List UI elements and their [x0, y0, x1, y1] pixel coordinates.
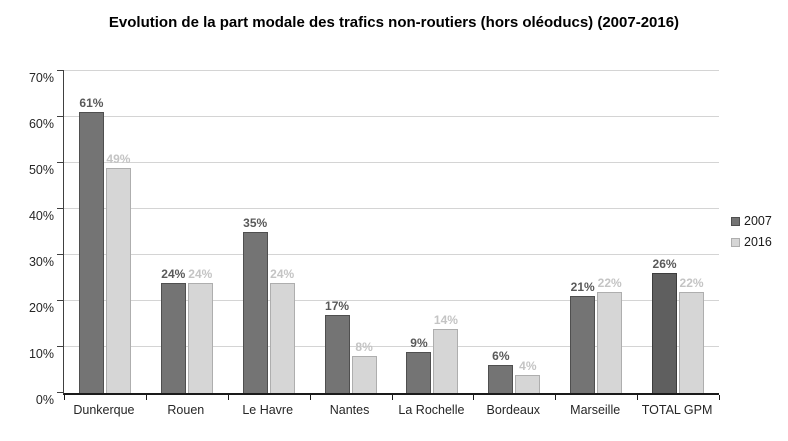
- bar-value-label: 9%: [410, 335, 428, 350]
- gridline: [64, 346, 719, 347]
- x-axis-label: TOTAL GPM: [641, 403, 713, 417]
- gridline: [64, 116, 719, 117]
- y-axis-tick: [57, 208, 64, 209]
- bar-2007: 35%: [242, 216, 268, 393]
- bar-2016: 22%: [679, 276, 705, 393]
- bar-value-label: 22%: [597, 275, 622, 290]
- category-group: 35% 24%: [228, 71, 310, 393]
- bar-2016: 24%: [269, 267, 295, 393]
- bar-2007: 24%: [160, 267, 186, 393]
- x-axis-tick: [719, 395, 720, 400]
- bar-value-label: 35%: [243, 216, 268, 230]
- chart-title: Evolution de la part modale des trafics …: [108, 14, 680, 31]
- category-group: 17% 8%: [310, 71, 392, 393]
- bar-2007: 26%: [652, 257, 678, 393]
- category-group: 61% 49%: [64, 71, 146, 393]
- bar-value-label: 26%: [652, 257, 677, 272]
- x-axis-tick: [555, 395, 557, 400]
- y-axis-label: 50%: [28, 163, 54, 177]
- bar-2016: 8%: [351, 340, 377, 393]
- y-axis-tick: [57, 162, 64, 163]
- bar-value-label: 21%: [570, 280, 595, 295]
- bar-value-label: 17%: [325, 298, 350, 313]
- bar-2007: 61%: [78, 96, 104, 393]
- category-group: 24% 24%: [146, 71, 228, 393]
- x-axis-label: Dunkerque: [73, 403, 135, 417]
- gridline: [64, 300, 719, 301]
- gridline: [64, 162, 719, 163]
- x-axis-tick: [391, 395, 393, 400]
- bar-value-label: 61%: [79, 96, 104, 111]
- x-axis-label: Marseille: [570, 403, 621, 417]
- gridline: [64, 70, 719, 71]
- x-axis-label: La Rochelle: [398, 403, 465, 417]
- x-axis-labels: Dunkerque Rouen Le Havre Nantes La Rochelle B…: [63, 403, 718, 417]
- x-axis-label: Bordeaux: [486, 403, 541, 417]
- y-axis-label: 60%: [28, 117, 54, 131]
- legend-item-2016: 2016: [731, 235, 772, 249]
- y-axis-label: 40%: [28, 209, 54, 224]
- legend-label: 2016: [744, 235, 772, 249]
- bar-value-label: 24%: [188, 266, 213, 281]
- bar-2016: 4%: [515, 359, 541, 393]
- bar-2016: 49%: [105, 152, 131, 393]
- legend-marker-icon: [731, 237, 740, 247]
- bar-2016: 24%: [187, 267, 213, 393]
- x-axis-tick: [309, 395, 311, 400]
- bar-value-label: 49%: [106, 151, 131, 166]
- legend-label: 2007: [744, 214, 772, 228]
- category-group: 26% 22%: [637, 71, 719, 393]
- x-axis-label: Nantes: [329, 403, 370, 417]
- bar-2007: 17%: [324, 299, 350, 393]
- bar-value-label: 24%: [270, 266, 295, 281]
- bars: 61% 49% 24% 24% 35% 24% 17% 8% 9% 14% 6% 4% 21% 22% 26…: [64, 71, 719, 393]
- y-axis-tick: [57, 254, 64, 255]
- y-axis-label: 20%: [28, 301, 54, 316]
- x-axis-ticks: [64, 393, 720, 400]
- category-group: 6% 4%: [473, 71, 555, 393]
- bar-value-label: 24%: [161, 266, 186, 281]
- gridline: [64, 208, 719, 209]
- bar-value-label: 4%: [519, 358, 537, 373]
- y-axis-label: 0%: [35, 393, 54, 407]
- x-axis-tick: [227, 395, 229, 400]
- bar-2007: 6%: [488, 349, 514, 393]
- legend: 2007 2016: [731, 214, 772, 249]
- x-axis-tick: [637, 395, 639, 400]
- y-axis-label: 30%: [28, 255, 54, 269]
- legend-item-2007: 2007: [731, 214, 772, 228]
- x-axis-tick: [145, 395, 147, 400]
- x-axis-label: Rouen: [167, 403, 205, 417]
- bar-value-label: 22%: [679, 275, 704, 290]
- bar-value-label: 14%: [433, 312, 458, 327]
- y-axis-label: 70%: [28, 71, 54, 85]
- x-axis-tick: [473, 395, 475, 400]
- y-axis-tick: [57, 300, 64, 301]
- x-axis-label: Le Havre: [242, 403, 294, 417]
- x-axis-tick: [64, 395, 65, 400]
- category-group: 21% 22%: [555, 71, 637, 393]
- legend-marker-icon: [731, 216, 740, 226]
- y-axis-tick: [57, 70, 64, 71]
- bar-2016: 22%: [597, 276, 623, 393]
- category-group: 9% 14%: [392, 71, 474, 393]
- bar-value-label: 8%: [355, 340, 373, 355]
- y-axis-tick: [57, 116, 64, 117]
- y-axis-label: 10%: [28, 347, 54, 362]
- bar-2007: 9%: [406, 336, 432, 393]
- bar-2007: 21%: [570, 280, 596, 393]
- y-axis-tick: [57, 346, 64, 347]
- y-axis-tick: [57, 392, 64, 393]
- bar-2016: 14%: [433, 313, 459, 393]
- gridline: [64, 254, 719, 255]
- bar-value-label: 6%: [492, 349, 510, 364]
- plot-area: 0% 10% 20% 30% 40% 50% 60% 70% 61% 49% 24% 24% 35% 2…: [29, 70, 720, 407]
